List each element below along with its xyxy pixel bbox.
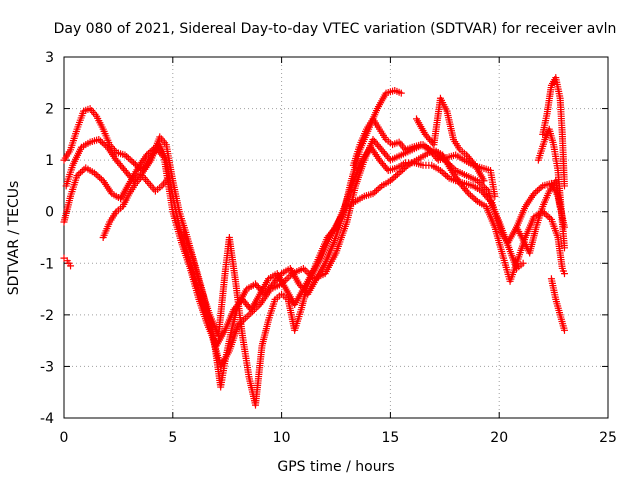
data-point [372,187,380,195]
series-track-7 [99,172,172,241]
data-point [519,259,527,267]
series-track-11 [60,254,75,270]
data-point [397,167,405,175]
plot-frame [63,56,609,419]
series-track-8 [534,125,568,252]
chart-title: Day 080 of 2021, Sidereal Day-to-day VTE… [54,21,617,37]
data-point [560,270,568,278]
y-tick-label: -2 [40,308,54,324]
data-point [159,152,167,160]
x-tick-label: 0 [60,430,69,446]
data-point [374,185,382,193]
data-point [78,167,86,175]
data-point [470,194,478,202]
series-track-6 [413,94,488,185]
data-points [60,74,568,409]
data-point [94,172,102,180]
data-point [124,154,132,162]
x-tick-label: 10 [273,430,291,446]
x-axis-label: GPS time / hours [277,459,394,475]
data-point [556,203,564,211]
data-point [468,193,476,201]
data-point [100,140,108,148]
y-tick-label: 1 [45,153,54,169]
data-point [97,137,105,145]
series-track-3 [60,143,568,350]
y-tick-label: 3 [45,50,54,66]
series-track-4 [180,143,527,409]
x-tick-label: 15 [381,430,399,446]
data-point [331,225,339,233]
y-tick-label: -4 [40,411,54,427]
data-point [560,244,568,252]
y-tick-label: 0 [45,205,54,221]
data-point [67,262,75,270]
x-tick-label: 5 [168,430,177,446]
axis-ticks [63,56,609,419]
data-point [470,160,478,168]
data-point [544,212,552,220]
data-point [301,266,309,274]
series-track-12 [513,177,564,257]
data-point [393,171,401,179]
data-point [126,156,134,164]
x-tick-labels: 0 5 10 15 20 25 [60,430,617,446]
data-point [542,211,550,219]
data-point [480,177,488,185]
x-tick-label: 20 [490,430,508,446]
data-point [392,172,400,180]
data-point [164,174,172,182]
series-track-10 [547,275,568,334]
data-point [560,326,568,334]
data-point [535,185,543,193]
data-point [442,171,450,179]
data-point [243,313,251,321]
grid [64,57,608,418]
series-track-9 [539,74,568,190]
y-tick-label: -1 [40,256,54,272]
data-point [96,174,104,182]
y-tick-label: 2 [45,102,54,118]
y-tick-label: -3 [40,359,54,375]
series-track-5 [349,115,499,200]
data-point [128,157,136,165]
x-tick-label: 25 [599,430,617,446]
data-point [77,169,85,177]
data-point [491,192,499,200]
y-axis-label: SDTVAR / TECUs [6,181,22,296]
data-point [533,187,541,195]
data-point [390,174,398,182]
y-tick-labels: -4 -3 -2 -1 0 1 2 3 [40,50,54,427]
data-point [440,170,448,178]
data-point [463,188,471,196]
data-point [485,196,493,204]
data-point [397,89,405,97]
data-point [466,191,474,199]
data-point [560,182,568,190]
